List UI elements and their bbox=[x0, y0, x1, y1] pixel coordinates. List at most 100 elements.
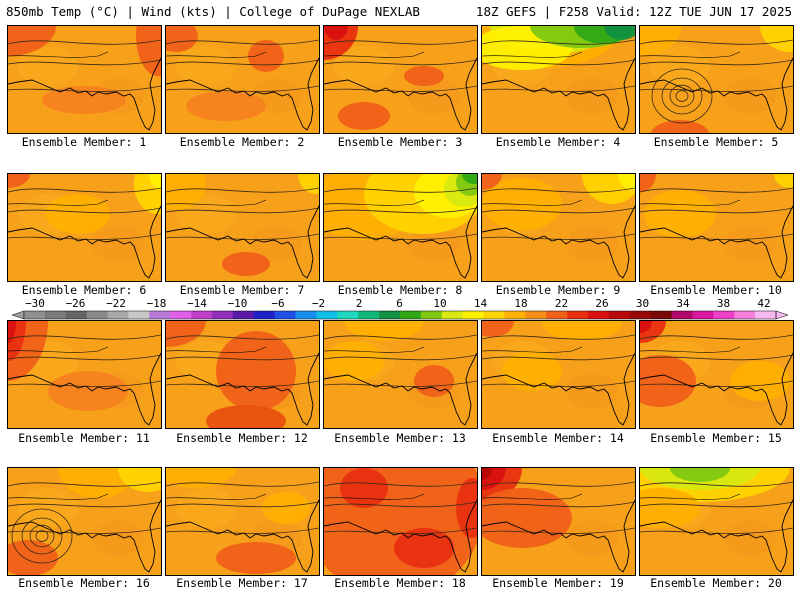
ensemble-member-15-map bbox=[639, 320, 794, 429]
height-contour bbox=[166, 334, 319, 340]
ensemble-member-5-map bbox=[639, 25, 794, 134]
state-border bbox=[166, 51, 267, 58]
height-contour bbox=[8, 39, 161, 45]
colorbar-tick-label: 42 bbox=[757, 297, 770, 310]
member-map-canvas bbox=[482, 26, 635, 133]
colorbar-swatch bbox=[24, 311, 46, 319]
temperature-field bbox=[324, 174, 477, 281]
temperature-field bbox=[8, 468, 161, 575]
colorbar-swatch bbox=[546, 311, 568, 319]
height-contour bbox=[640, 85, 793, 92]
colorbar-swatch bbox=[755, 311, 777, 319]
low-pressure-contour bbox=[29, 524, 55, 548]
temperature-region bbox=[8, 321, 16, 343]
temperature-field bbox=[324, 468, 477, 575]
height-contour bbox=[640, 207, 793, 214]
ensemble-member-19-map bbox=[481, 467, 636, 576]
state-border bbox=[482, 346, 583, 353]
low-pressure-contour bbox=[35, 530, 49, 542]
temperature-region bbox=[640, 321, 652, 333]
height-contour bbox=[8, 233, 161, 240]
height-contour bbox=[166, 187, 319, 193]
colorbar-tick-label: −2 bbox=[312, 297, 325, 310]
temperature-region bbox=[650, 120, 710, 133]
ensemble-member-label: Ensemble Member: 15 bbox=[650, 431, 782, 445]
temperature-region bbox=[640, 174, 656, 192]
colorbar-swatch bbox=[44, 311, 67, 319]
ensemble-member-16-map bbox=[7, 467, 162, 576]
colorbar-tick-label: −10 bbox=[228, 297, 248, 310]
state-border bbox=[640, 51, 741, 58]
temperature-region bbox=[414, 365, 454, 397]
low-pressure-contour bbox=[651, 68, 713, 124]
colorbar-swatch bbox=[232, 311, 255, 319]
ensemble-member-label: Ensemble Member: 3 bbox=[337, 135, 463, 149]
ensemble-member-label: Ensemble Member: 5 bbox=[653, 135, 779, 149]
state-border bbox=[482, 199, 583, 206]
colorbar-swatch bbox=[567, 311, 589, 319]
temperature-region bbox=[482, 174, 502, 190]
temperature-region bbox=[166, 321, 206, 347]
colorbar-swatch bbox=[504, 311, 526, 319]
coastline bbox=[482, 499, 635, 573]
colorbar-swatch bbox=[274, 311, 296, 319]
ensemble-member-label: Ensemble Member: 18 bbox=[334, 576, 466, 590]
temperature-field bbox=[482, 321, 635, 428]
height-contour bbox=[8, 59, 161, 66]
height-contour bbox=[640, 501, 793, 508]
colorbar-swatch bbox=[170, 311, 192, 319]
coastline bbox=[324, 57, 477, 131]
temperature-field bbox=[640, 321, 793, 428]
ensemble-member-13-map bbox=[323, 320, 478, 429]
colorbar-swatch bbox=[107, 311, 129, 319]
colorbar-min-arrow bbox=[12, 310, 25, 320]
state-border bbox=[324, 199, 425, 206]
temperature-region bbox=[222, 252, 270, 276]
colorbar-swatch bbox=[462, 311, 484, 319]
temperature-region bbox=[774, 174, 793, 188]
height-contour bbox=[8, 187, 161, 193]
member-map-canvas bbox=[640, 26, 793, 133]
height-contour bbox=[640, 380, 793, 387]
ensemble-member-18-map bbox=[323, 467, 478, 576]
height-contour bbox=[324, 207, 477, 214]
member-map-canvas bbox=[166, 468, 319, 575]
ensemble-member-1-map bbox=[7, 25, 162, 134]
member-map-canvas bbox=[324, 321, 477, 428]
temperature-region bbox=[456, 478, 477, 538]
height-contour bbox=[8, 334, 161, 340]
member-map-canvas bbox=[482, 174, 635, 281]
member-map-canvas bbox=[482, 468, 635, 575]
temperature-region bbox=[248, 40, 284, 72]
colorbar-tick-label: −14 bbox=[187, 297, 207, 310]
temperature-region bbox=[186, 91, 266, 121]
ensemble-member-label: Ensemble Member: 1 bbox=[21, 135, 147, 149]
height-contour bbox=[324, 481, 477, 487]
colorbar-swatch bbox=[128, 311, 150, 319]
colorbar-swatch bbox=[734, 311, 756, 319]
coastline bbox=[482, 57, 635, 131]
low-pressure-contour bbox=[675, 90, 689, 102]
ensemble-member-label: Ensemble Member: 14 bbox=[492, 431, 624, 445]
state-border bbox=[166, 199, 267, 206]
colorbar-swatch bbox=[420, 311, 443, 319]
ensemble-member-12-map bbox=[165, 320, 320, 429]
member-map-canvas bbox=[166, 174, 319, 281]
colorbar-swatch bbox=[65, 311, 87, 319]
temperature-field bbox=[482, 26, 635, 133]
height-contour bbox=[324, 380, 477, 387]
state-border bbox=[482, 51, 583, 58]
ensemble-member-11-map bbox=[7, 320, 162, 429]
ensemble-member-9-map bbox=[481, 173, 636, 282]
ensemble-member-label: Ensemble Member: 17 bbox=[176, 576, 308, 590]
colorbar-tick-label: 34 bbox=[676, 297, 690, 310]
colorbar-swatch bbox=[483, 311, 505, 319]
colorbar-swatch bbox=[692, 311, 714, 319]
temperature-field bbox=[8, 26, 161, 133]
height-contour bbox=[482, 354, 635, 361]
height-contour bbox=[482, 527, 635, 534]
height-contour bbox=[324, 334, 477, 340]
colorbar-tick-label: 30 bbox=[636, 297, 649, 310]
ensemble-member-label: Ensemble Member: 16 bbox=[18, 576, 150, 590]
temperature-field bbox=[8, 174, 161, 281]
